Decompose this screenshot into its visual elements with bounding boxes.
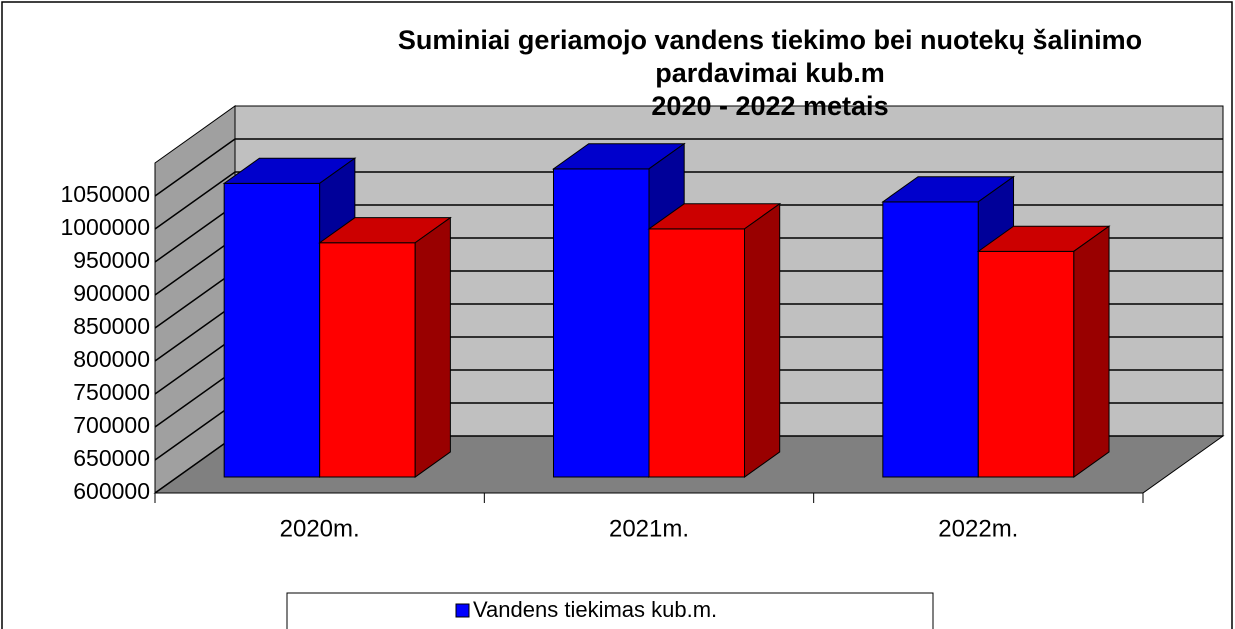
title-line: 2020 - 2022 metais (651, 91, 888, 121)
grid-line (154, 171, 1223, 230)
bar-side (744, 202, 781, 479)
y-tick-label: 900000 (73, 280, 150, 306)
grid-line (154, 138, 1223, 197)
y-tick-label: 1000000 (60, 214, 150, 240)
y-tick-label: 650000 (73, 445, 150, 471)
title-line: pardavimai kub.m (655, 58, 885, 88)
bar-front (319, 242, 416, 478)
title-line: Suminiai geriamojo vandens tiekimo bei n… (398, 25, 1142, 55)
x-tick-label: 2020m. (280, 515, 360, 542)
bar-front (223, 182, 321, 478)
bar-front (882, 201, 979, 478)
y-tick-label: 1050000 (60, 181, 150, 207)
y-tick-label: 750000 (73, 379, 150, 405)
legend-swatch (455, 603, 470, 618)
x-tick-label: 2022m. (938, 515, 1018, 542)
bar-side (1073, 225, 1110, 479)
bar (647, 202, 782, 479)
y-tick-label: 800000 (73, 346, 150, 372)
legend-box (286, 592, 934, 629)
legend: Vandens tiekimas kub.m. (286, 592, 934, 629)
bar (318, 216, 452, 479)
y-tick-label: 600000 (73, 478, 150, 504)
y-tick-label: 950000 (73, 247, 150, 273)
chart-title: Suminiai geriamojo vandens tiekimo bei n… (398, 25, 1142, 121)
bar-front (552, 168, 650, 478)
bar-side (414, 216, 451, 479)
y-tick-label: 850000 (73, 313, 150, 339)
y-tick-label: 700000 (73, 412, 150, 438)
bar-front (648, 228, 746, 478)
bar-front (977, 250, 1075, 478)
legend-label: Vandens tiekimas kub.m. (473, 597, 717, 622)
bar (976, 225, 1111, 479)
x-tick-label: 2021m. (609, 515, 689, 542)
